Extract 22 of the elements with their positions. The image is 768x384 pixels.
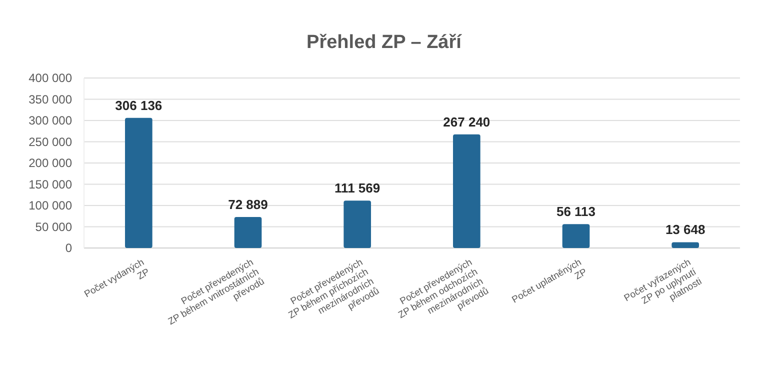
y-tick-label: 400 000: [28, 71, 72, 86]
data-label: 13 648: [665, 222, 706, 238]
bar: [234, 217, 262, 248]
bar: [562, 224, 590, 248]
data-label: 306 136: [115, 98, 162, 113]
bar: [344, 200, 371, 248]
y-tick-label: 150 000: [28, 177, 72, 192]
data-label: 56 113: [556, 204, 596, 220]
y-tick-label: 100 000: [28, 198, 72, 213]
bar: [125, 118, 152, 248]
data-label: 72 889: [228, 197, 268, 212]
y-tick-label: 50 000: [35, 220, 72, 234]
chart-title: Přehled ZP – Září: [306, 32, 462, 53]
bar: [453, 134, 480, 248]
data-label: 111 569: [334, 180, 380, 196]
y-tick-label: 350 000: [28, 92, 72, 106]
bar: [672, 242, 699, 248]
y-tick-label: 200 000: [28, 156, 72, 170]
y-tick-label: 250 000: [28, 134, 72, 149]
y-tick-label: 0: [65, 241, 72, 256]
y-tick-label: 300 000: [28, 114, 72, 128]
data-label: 267 240: [443, 114, 490, 130]
